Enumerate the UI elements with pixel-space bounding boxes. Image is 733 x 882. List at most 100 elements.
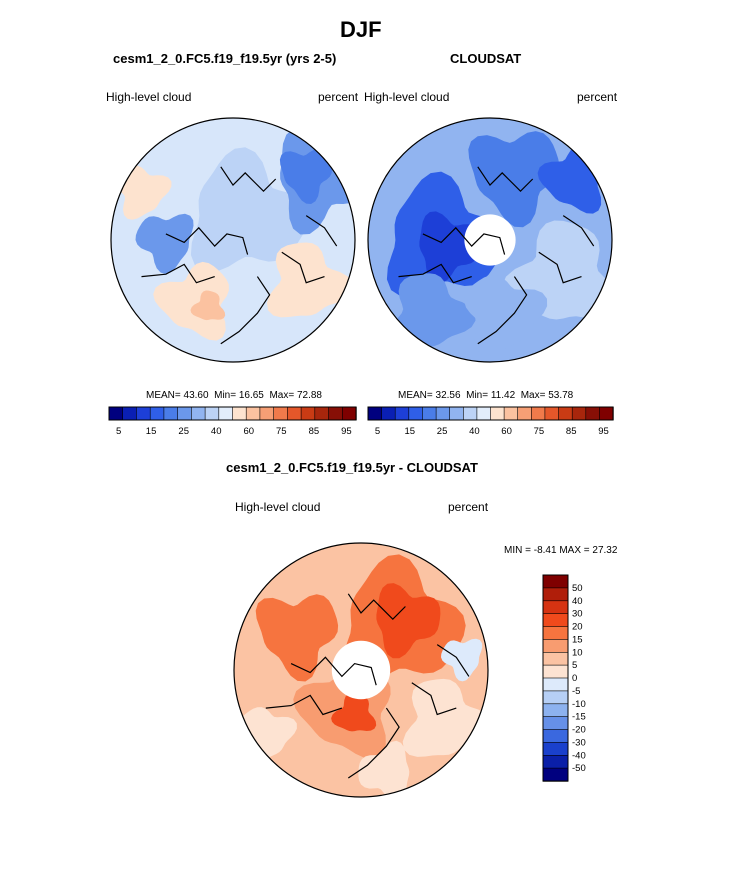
- panel2-colorbar-tick-label: 75: [534, 426, 545, 437]
- panel3-map-coastline: [290, 656, 377, 686]
- panel3-colorbar-tick-label: -40: [572, 750, 586, 761]
- panel2-colorbar-swatch: [490, 406, 505, 421]
- panel1-min-label: Min=: [214, 390, 237, 401]
- panel3-colorbar-tick-label: -5: [572, 686, 580, 697]
- panel3-units-label: percent: [448, 500, 489, 514]
- panel1-mean-label: MEAN=: [146, 390, 181, 401]
- panel1-variable-label: High-level cloud: [106, 90, 192, 104]
- panel1-map-contour-fill: [190, 290, 226, 321]
- panel3-colorbar-tick-label: -30: [572, 737, 586, 748]
- panel2-map: [367, 117, 613, 363]
- panel2-map-coastline: [422, 226, 506, 255]
- panel2-subtitle: CLOUDSAT: [450, 51, 522, 66]
- panel3-colorbar-tick-label: 20: [572, 622, 583, 633]
- panel1-colorbar-swatch: [136, 406, 151, 421]
- panel2-colorbar-tick-label: 15: [405, 426, 416, 437]
- panel2-map-border: [367, 117, 613, 363]
- panel2-mean-label: MEAN=: [398, 390, 433, 401]
- panel1-colorbar-swatch: [122, 406, 138, 421]
- panel2-map-missing-data: [464, 214, 516, 266]
- panel3-colorbar-tick-label: 30: [572, 609, 583, 620]
- panel2-colorbar-tick-label: 40: [469, 426, 480, 437]
- panel3-colorbar-swatch: [542, 742, 569, 757]
- panel3-map-coastline: [347, 593, 406, 621]
- panel2-colorbar-swatch: [585, 406, 601, 421]
- panel1-map-coastline: [220, 166, 277, 193]
- panel3-map-coastline: [347, 707, 400, 779]
- panel3-colorbar-tick-label: 10: [572, 647, 583, 658]
- panel1-map-coastline: [305, 215, 338, 247]
- panel2-map-coastline: [562, 215, 595, 247]
- panel1-colorbar-swatch: [191, 406, 206, 421]
- panel2-max-value: 53.78: [548, 390, 574, 401]
- panel3-colorbar-swatch: [542, 587, 569, 602]
- panel2-colorbar-tick-label: 5: [375, 426, 380, 437]
- panel3-colorbar-tick-label: 15: [572, 634, 583, 645]
- panel2-colorbar-tick-label: 25: [437, 426, 448, 437]
- panel1-colorbar-swatch: [259, 406, 275, 421]
- panel3-map-coastline: [436, 644, 470, 677]
- panel2-colorbar-tick-label: 95: [598, 426, 609, 437]
- panel3-subtitle: cesm1_2_0.FC5.f19_f19.5yr - CLOUDSAT: [226, 460, 478, 475]
- panel1-colorbar-swatch: [232, 406, 247, 421]
- panel2-colorbar-tick-label: 85: [566, 426, 577, 437]
- panel3-map-contour-fill: [358, 740, 410, 797]
- panel3-colorbar-tick-label: 0: [572, 673, 577, 684]
- panel3-map-contour-fill: [376, 583, 441, 659]
- panel1-map-coastline: [141, 263, 215, 284]
- panel3-variable-label: High-level cloud: [235, 500, 321, 514]
- panel3-colorbar-swatch: [542, 574, 569, 589]
- panel2-colorbar-swatch: [381, 406, 396, 421]
- panel3-colorbar-swatch: [542, 600, 569, 615]
- panel2-map-coastline: [477, 166, 534, 193]
- panel2-colorbar-swatch: [503, 406, 519, 421]
- panel1-stats: MEAN= 43.60 Min= 16.65 Max= 72.88: [146, 390, 322, 401]
- panel2-colorbar-swatch: [476, 406, 492, 421]
- panel3-colorbar-tick-label: -20: [572, 725, 586, 736]
- panel1-mean-value: 43.60: [183, 390, 209, 401]
- panel3-map-coastline: [265, 694, 343, 716]
- panel2-min-value: 11.42: [490, 390, 516, 401]
- panel1-colorbar-swatch: [177, 406, 193, 421]
- panel1-max-label: Max=: [269, 390, 295, 401]
- panel1-colorbar-tick-label: 25: [178, 426, 189, 437]
- panel2-map-contour-fill: [390, 273, 476, 348]
- panel1-map-coastline: [281, 251, 325, 284]
- panel2-max-label: Max=: [520, 390, 546, 401]
- panel3-colorbar-swatch: [542, 703, 569, 718]
- panel1-max-value: 72.88: [296, 390, 322, 401]
- panel1-map-coastline: [165, 226, 249, 255]
- panel1-colorbar-swatch: [204, 406, 220, 421]
- panel3-colorbar-swatch: [542, 639, 569, 654]
- panel1-map-border: [110, 117, 356, 363]
- panel3-colorbar-tick-label: 5: [572, 660, 577, 671]
- panel1-colorbar-swatch: [273, 406, 289, 421]
- panel2-colorbar-swatch: [517, 406, 533, 421]
- panel3-colorbar-swatch: [542, 754, 569, 769]
- panel1-colorbar-swatch: [108, 406, 124, 421]
- panel3-colorbar-tick-label: 40: [572, 596, 583, 607]
- panel2-colorbar-swatch: [599, 406, 614, 421]
- panel2-colorbar-swatch: [422, 406, 437, 421]
- panel3-map-contour-fill: [441, 638, 483, 682]
- panel2-colorbar-swatch: [449, 406, 465, 421]
- panel1-colorbar-tick-label: 5: [116, 426, 121, 437]
- panel2-colorbar-swatch: [408, 406, 424, 421]
- panel1-map: [110, 117, 356, 363]
- panel1-colorbar-swatch: [245, 406, 261, 421]
- panel3-stats: MIN = -8.41 MAX = 27.32: [504, 545, 617, 556]
- panel1-colorbar-swatch: [149, 406, 165, 421]
- panel3-colorbar-swatch: [542, 664, 569, 679]
- panel1-map-contour-fill: [267, 242, 354, 318]
- panel2-stats: MEAN= 32.56 Min= 11.42 Max= 53.78: [398, 390, 573, 401]
- panel1-colorbar-swatch: [287, 406, 302, 421]
- panel3-map: [233, 542, 489, 798]
- panel2-map-contour-fill: [468, 131, 560, 228]
- panel1-min-value: 16.65: [238, 390, 264, 401]
- panel2-colorbar-swatch: [462, 406, 478, 421]
- panel1-colorbar-tick-label: 95: [341, 426, 352, 437]
- panel3-max-label: MAX =: [559, 545, 590, 556]
- panel1-map-contour-fill: [279, 149, 333, 204]
- panel3-max-value: 27.32: [592, 545, 618, 556]
